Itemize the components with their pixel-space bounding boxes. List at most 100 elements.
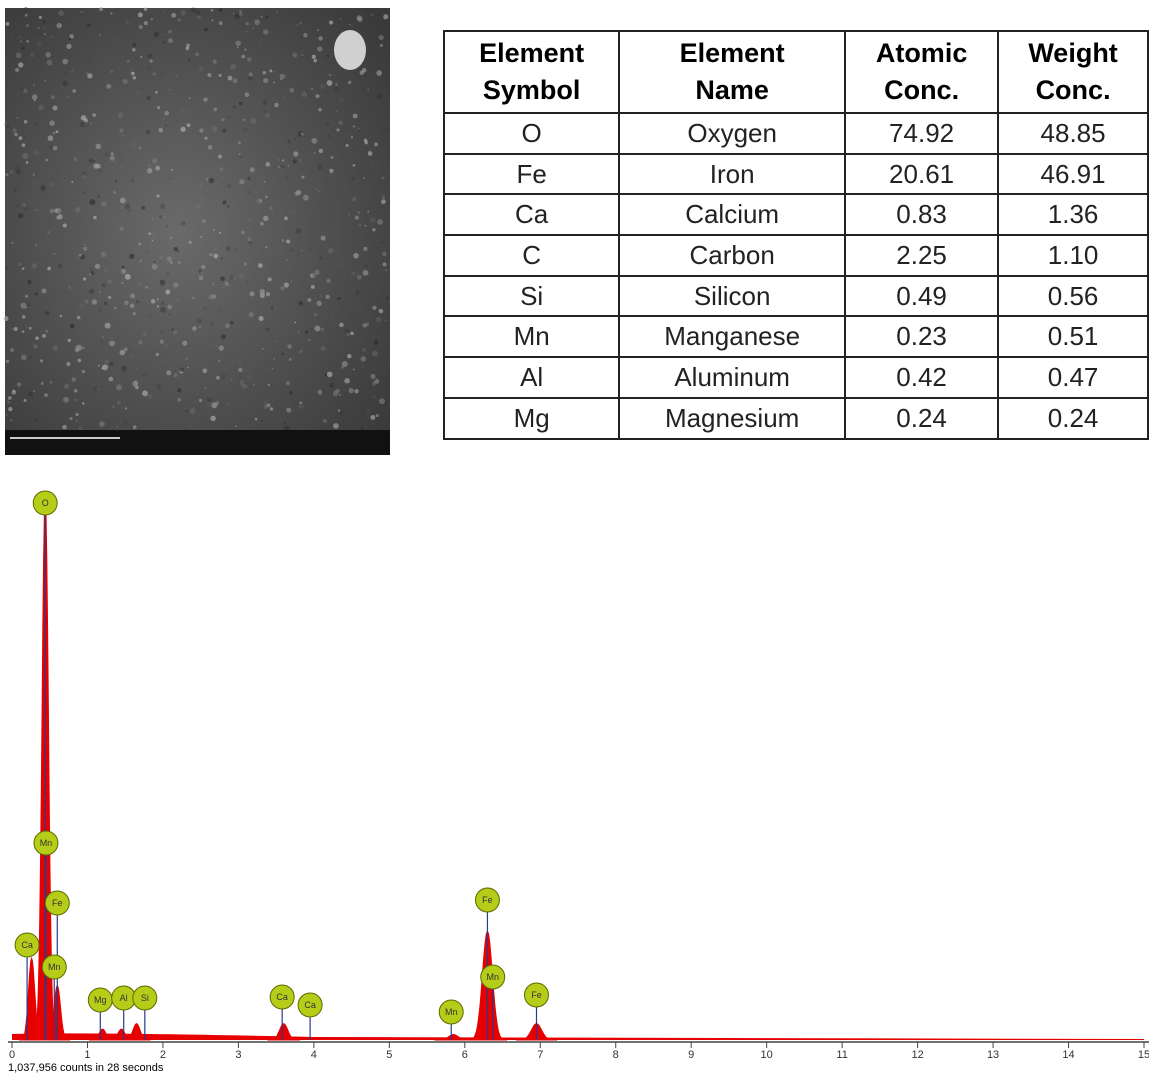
- sem-speck: [359, 224, 361, 226]
- sem-speck: [282, 159, 284, 161]
- sem-speck: [142, 382, 148, 388]
- sem-speck: [178, 261, 181, 264]
- sem-speck: [109, 341, 115, 347]
- sem-speck: [250, 118, 256, 124]
- cell: Al: [444, 357, 619, 398]
- header-text: Name: [620, 72, 844, 109]
- sem-speck: [254, 19, 260, 25]
- sem-speck: [219, 232, 221, 234]
- sem-speck: [353, 343, 354, 344]
- cell: Silicon: [619, 276, 845, 317]
- header-text: Weight: [999, 35, 1147, 72]
- sem-speck: [30, 53, 35, 58]
- sem-speck: [198, 66, 203, 71]
- sem-speck: [34, 209, 37, 212]
- sem-speck: [164, 111, 169, 116]
- sem-speck: [16, 117, 18, 119]
- sem-speck: [375, 244, 379, 248]
- sem-speck: [327, 80, 333, 86]
- cell: Manganese: [619, 316, 845, 357]
- sem-speck: [133, 312, 136, 315]
- sem-speck: [382, 252, 386, 256]
- sem-speck: [253, 384, 255, 386]
- sem-speck: [163, 216, 164, 217]
- sem-speck: [180, 108, 185, 113]
- sem-speck: [138, 340, 142, 344]
- sem-speck: [345, 133, 349, 137]
- x-tick-label: 14: [1062, 1049, 1074, 1061]
- sem-speck: [136, 300, 139, 303]
- sem-speck: [19, 371, 20, 372]
- sem-speck: [245, 92, 250, 97]
- sem-speck: [201, 219, 205, 223]
- sem-speck: [65, 236, 67, 238]
- sem-speck: [173, 330, 178, 335]
- sem-speck: [67, 96, 69, 98]
- sem-speck: [361, 365, 365, 369]
- sem-speck: [379, 398, 385, 404]
- sem-speck: [39, 16, 42, 19]
- sem-speck: [83, 192, 85, 194]
- sem-speck: [108, 280, 112, 284]
- sem-speck: [291, 210, 297, 216]
- sem-speck: [351, 177, 355, 181]
- sem-speck: [247, 57, 252, 62]
- sem-speck: [351, 136, 354, 139]
- sem-speck: [157, 106, 160, 109]
- sem-speck: [282, 239, 285, 242]
- sem-speck: [219, 8, 223, 12]
- sem-speck: [300, 22, 302, 24]
- sem-speck: [27, 303, 31, 307]
- sem-speck: [71, 181, 73, 183]
- sem-speck: [47, 415, 53, 421]
- sem-speck: [213, 246, 219, 252]
- sem-speck: [163, 343, 168, 348]
- sem-speck: [209, 266, 211, 268]
- sem-speck: [289, 132, 293, 136]
- sem-speck: [173, 288, 175, 290]
- sem-speck: [241, 62, 242, 63]
- sem-speck: [32, 173, 35, 176]
- sem-speck: [80, 11, 82, 13]
- sem-speck: [275, 308, 276, 309]
- sem-speck: [19, 36, 21, 38]
- sem-speck: [8, 407, 12, 411]
- sem-speck: [50, 178, 51, 179]
- sem-speck: [317, 46, 322, 51]
- sem-speck: [255, 418, 258, 421]
- sem-speck: [214, 108, 218, 112]
- marker-label: Si: [141, 993, 149, 1003]
- sem-speck: [346, 333, 350, 337]
- sem-speck: [262, 348, 264, 350]
- sem-speck: [116, 384, 122, 390]
- sem-speck: [223, 201, 227, 205]
- sem-speck: [182, 300, 188, 306]
- sem-speck: [235, 285, 236, 286]
- sem-speck: [270, 407, 273, 410]
- marker-label: Mg: [94, 995, 107, 1005]
- sem-speck: [132, 48, 135, 51]
- sem-speck: [229, 275, 234, 280]
- sem-speck: [47, 44, 48, 45]
- sem-speck: [277, 159, 280, 162]
- sem-speck: [50, 216, 51, 217]
- sem-speck: [77, 316, 81, 320]
- sem-speck: [286, 239, 290, 243]
- sem-speck: [141, 206, 145, 210]
- sem-speck: [329, 383, 334, 388]
- sem-speck: [331, 317, 332, 318]
- sem-speck: [256, 47, 258, 49]
- sem-speck: [199, 129, 203, 133]
- footer: 1,037,956 counts in 28 seconds: [8, 1062, 164, 1074]
- sem-speck: [47, 231, 50, 234]
- sem-speck: [82, 174, 86, 178]
- sem-speck: [178, 18, 181, 21]
- sem-speck: [372, 351, 378, 357]
- sem-speck: [40, 185, 46, 191]
- row: SiSilicon0.490.56: [444, 276, 1148, 317]
- sem-speck: [308, 339, 310, 341]
- sem-speck: [84, 244, 85, 245]
- sem-speck: [119, 227, 124, 232]
- sem-speck: [293, 151, 298, 156]
- sem-speck: [168, 30, 172, 34]
